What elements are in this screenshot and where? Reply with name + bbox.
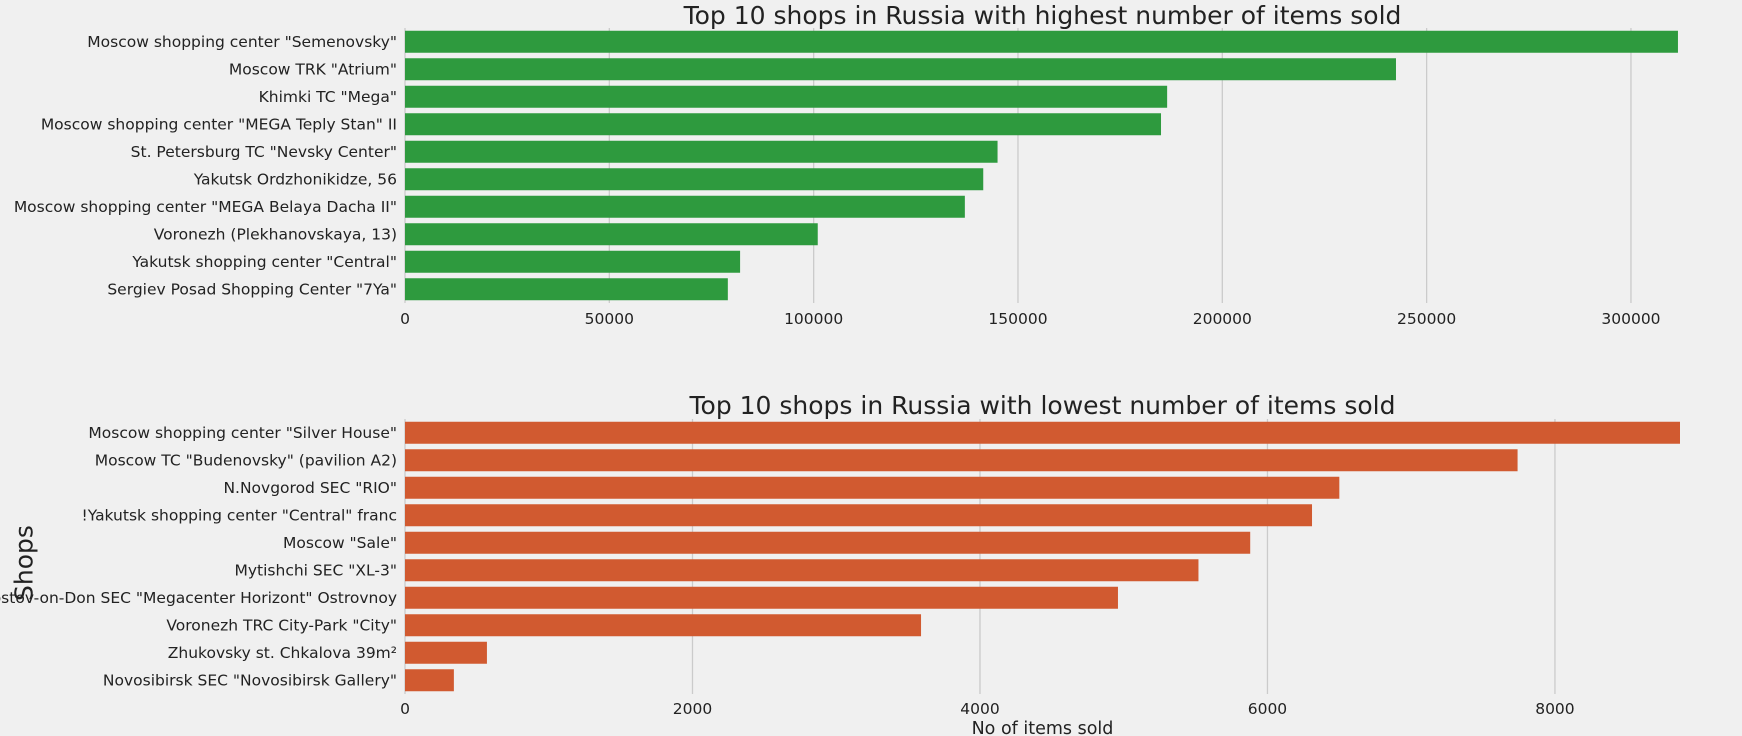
x-tick-label: 250000 bbox=[1397, 310, 1456, 328]
bar bbox=[405, 30, 1678, 53]
category-label: Mytishchi SEC "XL-3" bbox=[235, 561, 398, 579]
x-tick-label: 0 bbox=[400, 310, 410, 328]
bar bbox=[405, 195, 965, 218]
x-tick-label: 100000 bbox=[784, 310, 843, 328]
bar bbox=[405, 223, 818, 246]
category-label: Moscow shopping center "Semenovsky" bbox=[87, 33, 397, 51]
y-axis-label: Shops bbox=[10, 525, 39, 601]
bar bbox=[405, 614, 922, 637]
category-label: !Yakutsk shopping center "Central" franc bbox=[82, 506, 397, 524]
x-tick-label: 0 bbox=[400, 700, 410, 718]
category-label: Moscow shopping center "Silver House" bbox=[88, 424, 397, 442]
x-tick-label: 2000 bbox=[673, 700, 712, 718]
category-label: Zhukovsky st. Chkalova 39m² bbox=[168, 644, 397, 662]
bar bbox=[405, 476, 1340, 499]
x-tick-label: 4000 bbox=[960, 700, 999, 718]
bar bbox=[405, 58, 1396, 81]
bar bbox=[405, 669, 454, 692]
x-tick-label: 6000 bbox=[1248, 700, 1287, 718]
category-label: Sergiev Posad Shopping Center "7Ya" bbox=[107, 280, 397, 298]
x-axis-label: No of items sold bbox=[972, 719, 1114, 736]
chart-lowest-items-sold: Moscow shopping center "Silver House" Mos… bbox=[0, 391, 1680, 736]
bar bbox=[405, 278, 728, 301]
x-tick-label: 200000 bbox=[1193, 310, 1252, 328]
bar bbox=[405, 531, 1251, 554]
bar bbox=[405, 113, 1162, 136]
category-label: Yakutsk Ordzhonikidze, 56 bbox=[193, 170, 397, 188]
bar bbox=[405, 168, 984, 191]
category-label: Rostov-on-Don SEC "Megacenter Horizont" … bbox=[0, 589, 397, 607]
x-tick-label: 50000 bbox=[585, 310, 634, 328]
category-label: Voronezh (Plekhanovskaya, 13) bbox=[154, 225, 397, 243]
category-label: Yakutsk shopping center "Central" bbox=[131, 253, 397, 271]
bar bbox=[405, 250, 741, 273]
category-label: Moscow shopping center "MEGA Teply Stan"… bbox=[41, 115, 397, 133]
chart-title: Top 10 shops in Russia with lowest numbe… bbox=[689, 391, 1396, 420]
category-label: Moscow "Sale" bbox=[283, 534, 397, 552]
bar bbox=[405, 140, 998, 163]
category-label: Moscow TRK "Atrium" bbox=[229, 60, 397, 78]
category-label: Voronezh TRC City-Park "City" bbox=[166, 616, 397, 634]
bar bbox=[405, 586, 1118, 609]
category-label: Khimki TC "Mega" bbox=[259, 88, 397, 106]
bar bbox=[405, 85, 1168, 108]
category-label: N.Novgorod SEC "RIO" bbox=[223, 479, 397, 497]
category-label: Moscow TC "Budenovsky" (pavilion A2) bbox=[95, 451, 397, 469]
bar bbox=[405, 641, 487, 664]
bar bbox=[405, 449, 1518, 472]
x-tick-label: 8000 bbox=[1535, 700, 1574, 718]
bar bbox=[405, 421, 1680, 444]
bar bbox=[405, 504, 1313, 527]
chart-title: Top 10 shops in Russia with highest numb… bbox=[683, 1, 1402, 30]
x-tick-label: 300000 bbox=[1601, 310, 1660, 328]
x-tick-label: 150000 bbox=[988, 310, 1047, 328]
category-label: Moscow shopping center "MEGA Belaya Dach… bbox=[14, 198, 397, 216]
chart-highest-items-sold: Moscow shopping center "Semenovsky" Mosco… bbox=[14, 1, 1678, 328]
category-label: Novosibirsk SEC "Novosibirsk Gallery" bbox=[103, 671, 397, 689]
category-label: St. Petersburg TC "Nevsky Center" bbox=[131, 143, 397, 161]
bar bbox=[405, 559, 1199, 582]
